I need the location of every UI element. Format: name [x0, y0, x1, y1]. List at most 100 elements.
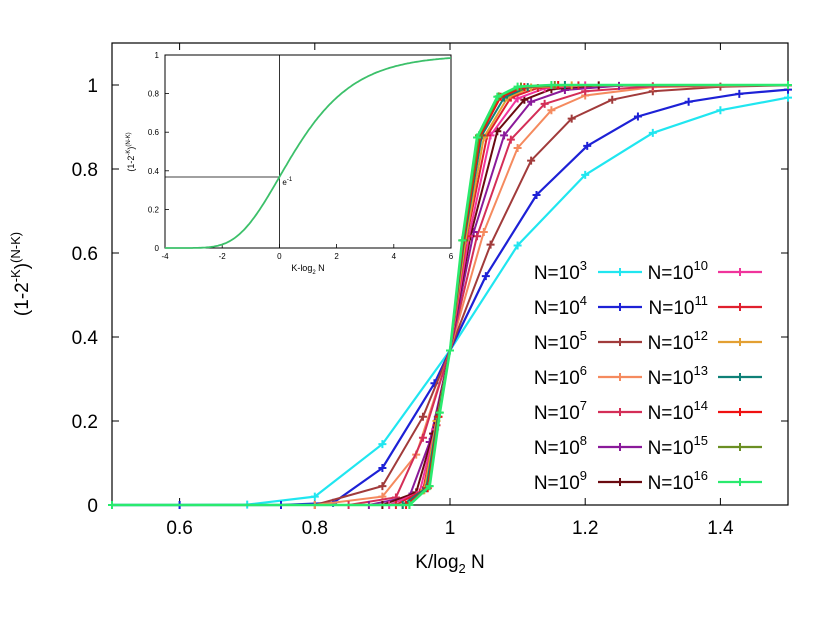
series-point: [500, 131, 509, 140]
series-point: [581, 170, 590, 179]
legend-label: N=104: [534, 293, 587, 319]
legend-item: N=1014: [648, 398, 762, 424]
main-x-axis-title-tail: N: [466, 552, 485, 573]
inset-annotation: e-1: [282, 177, 292, 187]
series-point: [784, 81, 792, 89]
series-point: [108, 501, 116, 509]
legend-label: N=1015: [648, 433, 708, 459]
legend-label: N=1010: [648, 258, 708, 284]
main-series: [108, 81, 792, 509]
inset-y-tick-label: 0.8: [148, 90, 160, 99]
legend-item: N=1011: [649, 293, 762, 319]
inset-y-tick-label: 1: [155, 51, 160, 60]
legend-item: N=1010: [648, 258, 762, 284]
series-point: [520, 95, 529, 104]
legend-label: N=1011: [649, 293, 708, 319]
legend-label: N=109: [534, 468, 587, 494]
inset-x-tick-label: 4: [392, 252, 397, 261]
legend-item: N=109: [534, 468, 642, 494]
inset-x-axis-title-sub: 2: [312, 270, 316, 276]
series-point: [425, 482, 434, 491]
inset-x-tick-label: 2: [334, 252, 339, 261]
inset-y-axis-title-mid: ): [126, 147, 136, 150]
main-x-tick-label: 1.4: [707, 518, 734, 539]
series-point: [493, 92, 502, 101]
main-y-tick-label: 0.2: [72, 412, 98, 433]
legend-item: N=106: [534, 363, 642, 389]
series-point: [684, 97, 693, 106]
series-point: [378, 464, 387, 473]
legend-swatch-marker: [616, 373, 624, 381]
inset-x-tick-label: 6: [449, 252, 454, 261]
main-y-tick-label: 0: [87, 496, 98, 517]
inset-y-tick-label: 0.6: [148, 128, 160, 137]
inset-plot-frame: [164, 54, 452, 249]
legend-label: N=1016: [648, 468, 708, 494]
main-y-axis-title-sup2: (N-K): [8, 232, 23, 263]
main-x-axis-title-sub: 2: [459, 561, 466, 576]
series-point: [418, 412, 427, 421]
series-point: [473, 133, 482, 142]
legend-swatch-marker: [616, 303, 624, 311]
legend-swatch-marker: [616, 443, 624, 451]
inset-x-tick-label: -4: [161, 252, 169, 261]
legend-label: N=108: [534, 433, 587, 459]
inset-x-axis-title: K-log2 N: [291, 263, 324, 276]
series-point: [583, 141, 592, 150]
series-point: [532, 191, 541, 200]
inset-curve: [165, 57, 452, 249]
series-point: [527, 156, 536, 165]
legend-item: N=1015: [648, 433, 762, 459]
inset-x-tick-label: -2: [219, 252, 227, 261]
series-point: [405, 501, 414, 509]
legend-item: N=104: [534, 293, 642, 319]
inset-y-tick-label: 0: [155, 244, 160, 253]
inset-y-axis-title-sup2: (N-K): [126, 132, 132, 146]
inset-y-tick-label: 0.2: [148, 205, 160, 214]
series-point: [513, 82, 522, 91]
series-point: [648, 128, 657, 137]
legend-item: N=107: [534, 398, 642, 424]
series-point: [567, 114, 576, 123]
legend: N=103 N=104 N=105 N=106 N=107 N=108 N=109 N=101…: [534, 258, 762, 494]
legend-item: N=108: [534, 433, 642, 459]
series-line: [112, 84, 789, 506]
main-x-axis-title: K/log2 N: [415, 552, 485, 576]
legend-label: N=1012: [648, 328, 708, 354]
legend-label: N=106: [534, 363, 587, 389]
legend-swatch-marker: [616, 338, 624, 346]
series-point: [527, 97, 536, 106]
main-x-tick-label: 0.6: [166, 518, 192, 539]
legend-swatch-marker: [616, 268, 624, 276]
series-point: [716, 106, 725, 115]
series-point: [486, 240, 495, 249]
legend-swatch-marker: [736, 268, 744, 276]
series-point: [435, 408, 444, 417]
series-point: [446, 346, 454, 355]
series-point: [547, 106, 556, 115]
main-x-tick-label: 1.2: [572, 518, 598, 539]
main-ticks: 0.6 0.8 1 1.2 1.4 0 0.2 0.4 0.6 0.8 1: [72, 43, 788, 539]
series-point: [506, 135, 515, 144]
legend-label: N=103: [534, 258, 587, 284]
inset-content: [165, 55, 452, 249]
legend-item: N=103: [534, 258, 642, 284]
legend-swatch-marker: [616, 408, 624, 416]
inset-x-axis-title-tail: N: [316, 263, 325, 273]
inset-annotation-sup: -1: [287, 177, 293, 183]
main-y-tick-label: 0.4: [72, 328, 99, 349]
legend-swatch-marker: [736, 338, 744, 346]
inset-y-axis-title: (1-2-K)(N-K): [126, 132, 136, 171]
inset-y-tick-label: 0.4: [148, 167, 160, 176]
main-y-tick-label: 1: [87, 76, 98, 97]
series-point: [481, 272, 490, 281]
legend-label: N=1014: [648, 398, 708, 424]
series-point: [608, 95, 617, 104]
series-point: [784, 93, 792, 102]
series-point: [378, 440, 387, 449]
inset-x-tick-label: 0: [277, 252, 282, 261]
series-point: [418, 433, 427, 442]
series-point: [458, 236, 467, 245]
legend-label: N=107: [534, 398, 587, 424]
